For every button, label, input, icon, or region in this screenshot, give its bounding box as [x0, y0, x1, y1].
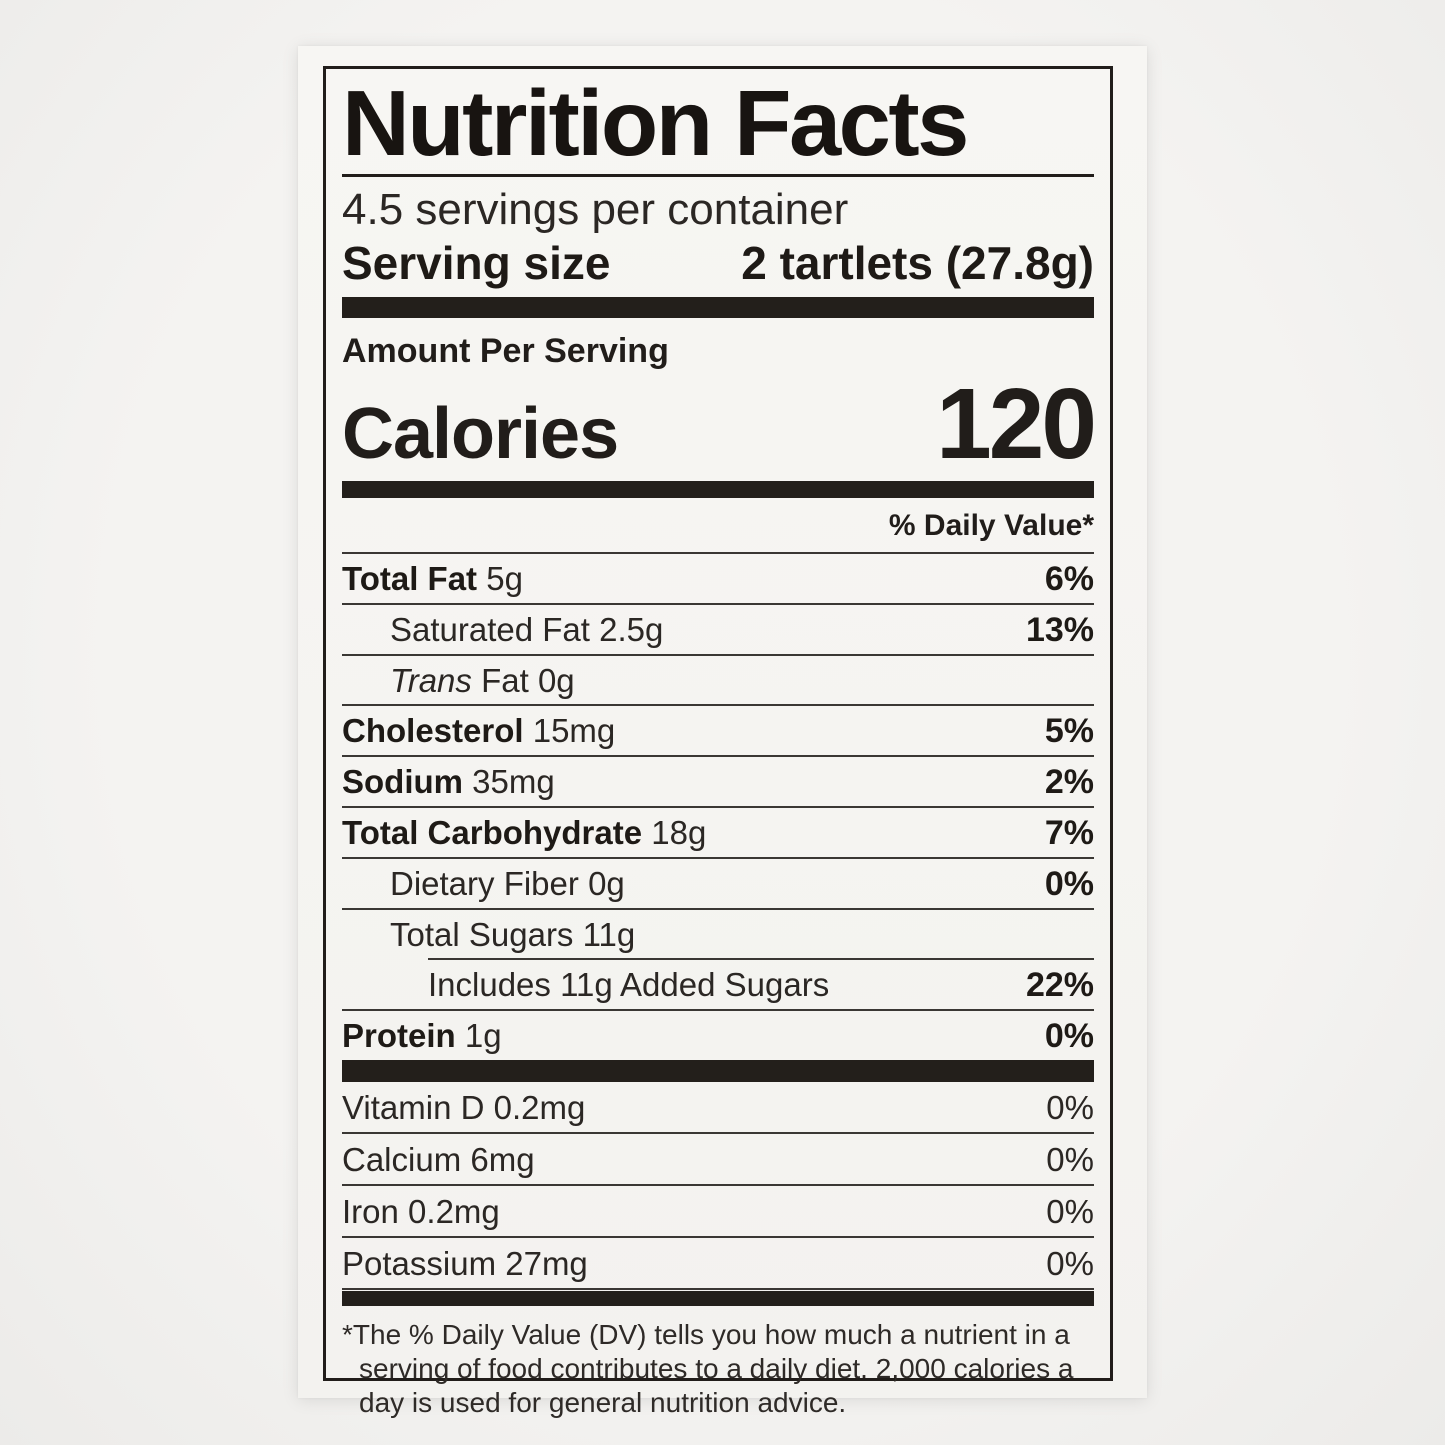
nutrient-name: Includes 11g Added Sugars: [428, 966, 830, 1003]
serving-size-label: Serving size: [342, 237, 611, 289]
nutrient-dv: 0%: [1044, 865, 1094, 903]
row-potassium: Potassium 27mg 0%: [342, 1238, 1094, 1290]
nutrient-name: Dietary Fiber 0g: [390, 865, 625, 902]
nutrient-dv: 2%: [1044, 763, 1094, 801]
micronutrient-name: Vitamin D 0.2mg: [342, 1089, 586, 1126]
row-cholesterol: Cholesterol 15mg 5%: [342, 706, 1094, 757]
micronutrient-name: Potassium 27mg: [342, 1245, 588, 1282]
amount-per-serving-label: Amount Per Serving: [342, 332, 669, 370]
medium-divider-bar: [342, 1291, 1094, 1306]
nutrient-name: Protein 1g: [342, 1017, 502, 1054]
serving-size-row: Serving size 2 tartlets (27.8g): [342, 236, 1094, 290]
footnote-asterisk: *: [342, 1319, 353, 1350]
row-iron: Iron 0.2mg 0%: [342, 1186, 1094, 1238]
row-vitamin-d: Vitamin D 0.2mg 0%: [342, 1082, 1094, 1134]
nutrient-name: Total Sugars 11g: [390, 916, 636, 953]
nutrient-dv: 0%: [1044, 1017, 1094, 1055]
medium-divider-bar: [342, 481, 1094, 498]
row-calcium: Calcium 6mg 0%: [342, 1134, 1094, 1186]
micronutrient-dv: 0%: [1046, 1141, 1094, 1178]
indented-divider: [428, 958, 1094, 960]
row-total-sugars: Total Sugars 11g: [342, 910, 1094, 958]
row-added-sugars: Includes 11g Added Sugars 22%: [342, 960, 1094, 1011]
nutrient-dv: 6%: [1044, 560, 1094, 598]
daily-value-header: % Daily Value*: [342, 498, 1094, 554]
row-sodium: Sodium 35mg 2%: [342, 757, 1094, 808]
row-total-carbohydrate: Total Carbohydrate 18g 7%: [342, 808, 1094, 859]
nutrient-name: Sodium 35mg: [342, 763, 555, 800]
nutrient-dv: 13%: [1025, 611, 1094, 649]
title-divider: [342, 174, 1094, 177]
calories-label: Calories: [342, 394, 619, 474]
thick-divider-bar: [342, 1060, 1094, 1082]
row-protein: Protein 1g 0%: [342, 1011, 1094, 1060]
row-trans-fat: Trans Fat 0g: [342, 656, 1094, 706]
row-total-fat: Total Fat 5g 6%: [342, 554, 1094, 605]
micronutrient-dv: 0%: [1046, 1245, 1094, 1282]
calories-row: Calories 120: [342, 368, 1097, 480]
nutrient-name: Trans Fat 0g: [390, 662, 575, 699]
nutrient-name: Total Fat 5g: [342, 560, 523, 597]
micronutrient-dv: 0%: [1046, 1193, 1094, 1230]
serving-size-value: 2 tartlets (27.8g): [741, 237, 1094, 289]
calories-value: 120: [936, 368, 1097, 480]
nutrient-dv: 22%: [1025, 966, 1094, 1004]
nutrition-facts-panel: Nutrition Facts 4.5 servings per contain…: [323, 66, 1113, 1418]
label-paper: Nutrition Facts 4.5 servings per contain…: [298, 46, 1147, 1418]
nutrient-name: Saturated Fat 2.5g: [390, 611, 664, 648]
row-saturated-fat: Saturated Fat 2.5g 13%: [342, 605, 1094, 656]
nutrient-name: Cholesterol 15mg: [342, 712, 616, 749]
row-dietary-fiber: Dietary Fiber 0g 0%: [342, 859, 1094, 910]
nutrient-name: Total Carbohydrate 18g: [342, 814, 707, 851]
micronutrient-name: Iron 0.2mg: [342, 1193, 500, 1230]
footnote-text: The % Daily Value (DV) tells you how muc…: [352, 1319, 1074, 1418]
micronutrient-dv: 0%: [1046, 1089, 1094, 1126]
nutrient-dv: 5%: [1044, 712, 1094, 750]
thick-divider-bar: [342, 297, 1094, 318]
micronutrient-name: Calcium 6mg: [342, 1141, 535, 1178]
servings-per-container: 4.5 servings per container: [342, 185, 849, 234]
daily-value-footnote: *The % Daily Value (DV) tells you how mu…: [342, 1318, 1082, 1420]
nutrient-dv: 7%: [1044, 814, 1094, 852]
nutrition-facts-title: Nutrition Facts: [342, 71, 969, 175]
